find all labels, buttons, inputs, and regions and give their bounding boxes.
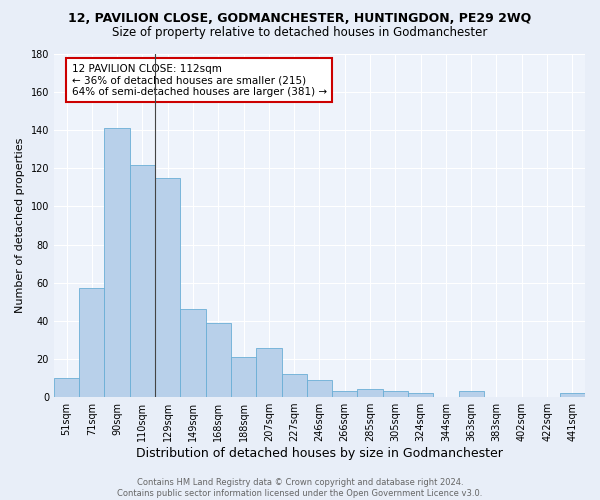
Bar	[458, 392, 484, 397]
Bar	[281, 374, 307, 397]
Bar	[130, 164, 155, 397]
Y-axis label: Number of detached properties: Number of detached properties	[15, 138, 25, 313]
Text: Size of property relative to detached houses in Godmanchester: Size of property relative to detached ho…	[112, 26, 488, 39]
Bar	[79, 288, 104, 397]
Bar	[181, 310, 206, 397]
X-axis label: Distribution of detached houses by size in Godmanchester: Distribution of detached houses by size …	[136, 447, 503, 460]
Bar	[104, 128, 130, 397]
Bar	[332, 392, 358, 397]
Bar	[155, 178, 181, 397]
Bar	[256, 348, 281, 397]
Bar	[54, 378, 79, 397]
Text: 12 PAVILION CLOSE: 112sqm
← 36% of detached houses are smaller (215)
64% of semi: 12 PAVILION CLOSE: 112sqm ← 36% of detac…	[71, 64, 327, 96]
Bar	[408, 394, 433, 397]
Bar	[358, 390, 383, 397]
Text: Contains HM Land Registry data © Crown copyright and database right 2024.
Contai: Contains HM Land Registry data © Crown c…	[118, 478, 482, 498]
Bar	[206, 322, 231, 397]
Text: 12, PAVILION CLOSE, GODMANCHESTER, HUNTINGDON, PE29 2WQ: 12, PAVILION CLOSE, GODMANCHESTER, HUNTI…	[68, 12, 532, 26]
Bar	[383, 392, 408, 397]
Bar	[307, 380, 332, 397]
Bar	[560, 394, 585, 397]
Bar	[231, 357, 256, 397]
